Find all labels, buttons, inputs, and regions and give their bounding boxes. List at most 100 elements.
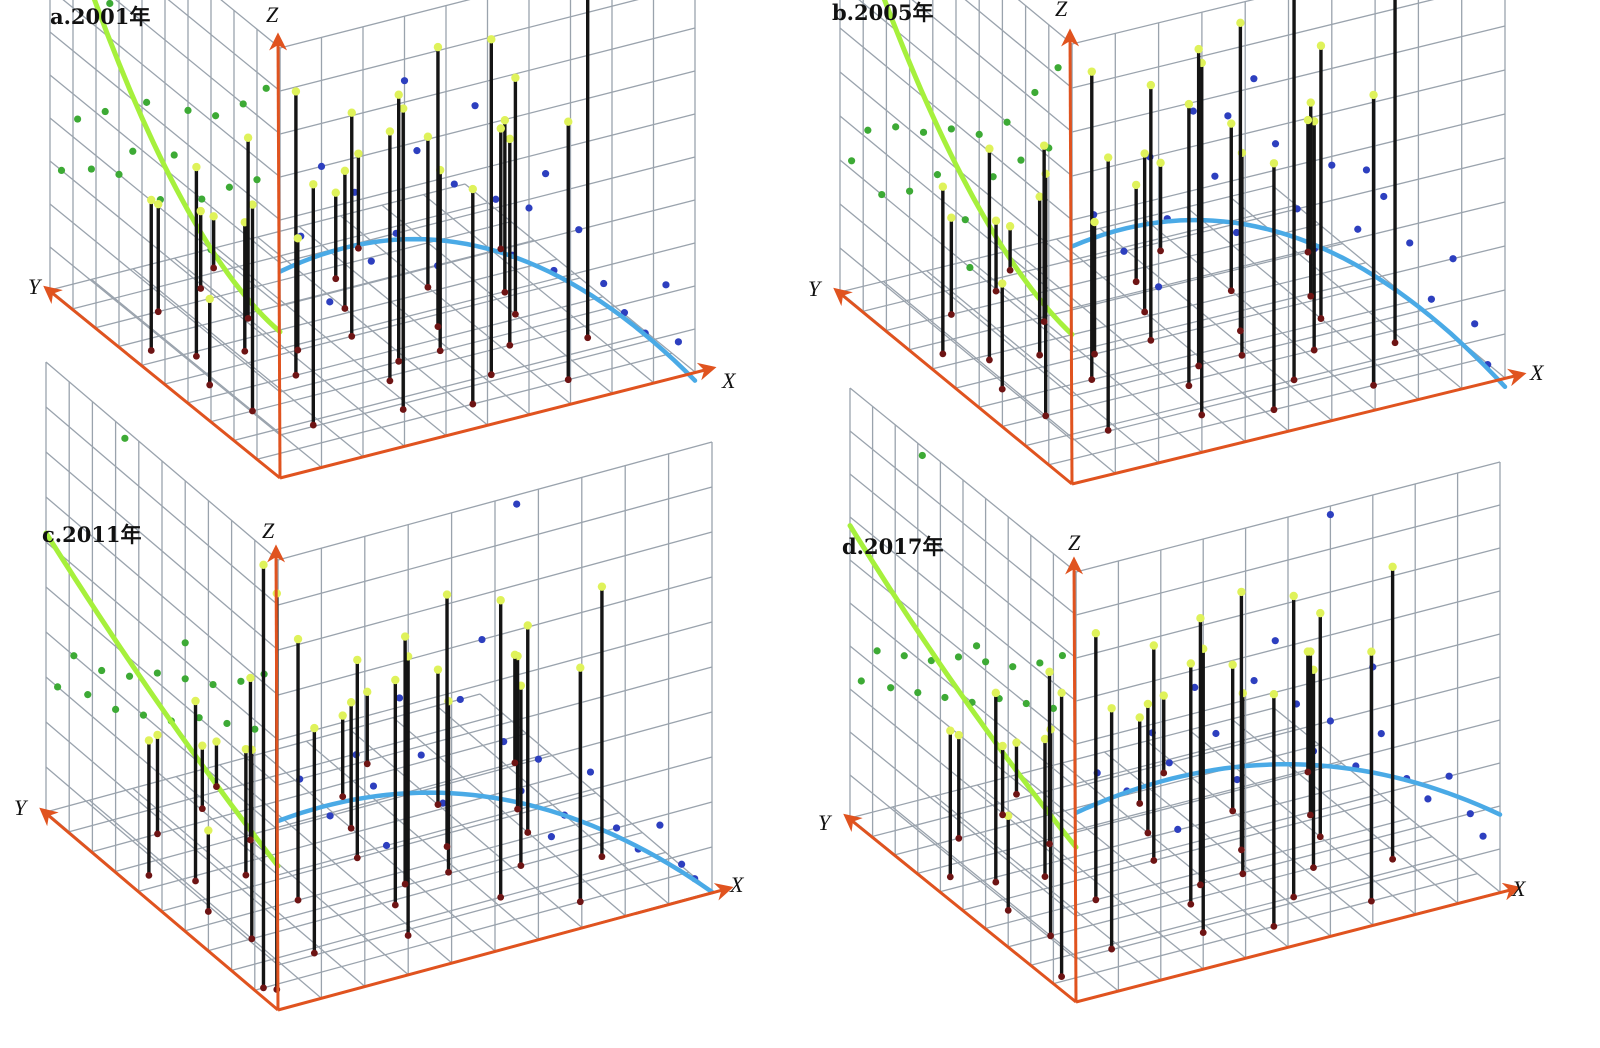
stem-top-point	[1040, 734, 1050, 744]
xz-projection-point	[1233, 776, 1241, 784]
xz-projection-point	[417, 751, 425, 759]
stem-base-point	[1006, 266, 1014, 274]
stem-base-point	[501, 288, 509, 296]
floor-grid-line	[917, 762, 1342, 874]
yz-projection-point	[933, 171, 942, 179]
yz-projection-point	[253, 176, 261, 184]
stem-base-point	[210, 264, 218, 272]
stem-top-point	[147, 195, 156, 205]
xz-wall-grid-line	[277, 531, 713, 651]
stem-base-point	[247, 836, 254, 844]
xz-wall-grid-line	[277, 441, 713, 561]
stem-top-point	[564, 117, 573, 126]
yz-projection-point	[914, 689, 922, 697]
yz-projection-point	[972, 642, 981, 650]
yz-projection-point	[1054, 64, 1062, 72]
panel-c-title: c.2011年	[42, 522, 142, 547]
xz-projection-point	[1471, 320, 1479, 328]
stem-top-point	[1087, 67, 1096, 76]
yz-projection-point	[966, 263, 974, 272]
stem-base-point	[998, 385, 1006, 393]
stem-top-point	[1369, 90, 1378, 100]
panel-b-x-label: X	[1529, 360, 1545, 385]
stem-top-point	[1045, 667, 1054, 677]
stem-base-point	[1307, 811, 1314, 819]
yz-wall-grid-line	[858, 0, 1073, 177]
floor-grid-line	[115, 752, 550, 873]
stem-top-point	[1186, 659, 1196, 668]
floor-grid-line	[1142, 217, 1376, 411]
xz-projection-point	[1326, 717, 1334, 725]
stem-top-point	[241, 744, 251, 754]
stem-base-point	[1199, 929, 1207, 936]
stem-top-point	[1035, 192, 1044, 201]
stem-base-point	[1391, 339, 1399, 347]
xz-projection-point	[413, 147, 421, 155]
stem-top-point	[1306, 98, 1315, 107]
panel-b-z-axis	[1061, 28, 1080, 485]
stem-base-point	[1229, 807, 1237, 815]
xz-projection-point	[525, 204, 533, 212]
yz-trend-curve	[847, 523, 1079, 850]
stem-base-point	[947, 311, 955, 318]
stem-top-point	[204, 826, 213, 835]
yz-projection-point	[74, 115, 82, 123]
stem-top-point	[347, 108, 356, 117]
stem-base-point	[497, 893, 505, 901]
stem-base-point	[1370, 381, 1377, 389]
xz-projection-point	[1449, 255, 1457, 263]
stem-base-point	[1368, 897, 1375, 905]
yz-projection-point	[919, 128, 928, 136]
yz-projection-point	[1036, 659, 1044, 667]
stem-top-point	[1156, 158, 1165, 168]
yz-projection-point	[1009, 663, 1017, 671]
stem-top-point	[1135, 713, 1144, 722]
yz-wall-grid-line	[62, 0, 281, 178]
floor-grid-line	[1188, 729, 1416, 915]
yz-projection-point	[262, 84, 270, 92]
stem-top-point	[1131, 180, 1141, 190]
xz-wall-grid-line	[279, 70, 696, 178]
stem-top-point	[1367, 647, 1376, 656]
xz-projection-point	[317, 162, 326, 170]
stem-top-point	[248, 200, 257, 209]
yz-wall-grid-line	[49, 31, 281, 221]
stem-top-point	[196, 206, 205, 216]
stem-top-point	[597, 582, 607, 591]
stem-base-point	[1316, 833, 1324, 841]
yz-projection-point	[70, 652, 78, 660]
stem-base-point	[363, 760, 371, 768]
yz-projection-point	[848, 157, 856, 165]
xz-projection-point	[326, 812, 334, 820]
stem-top-point	[243, 133, 253, 142]
stem-base-point	[1236, 327, 1244, 335]
yz-wall-grid-line	[849, 516, 1077, 702]
stem-top-point	[154, 200, 163, 209]
yz-wall-grid-line	[167, 0, 281, 92]
stem-top-point	[363, 687, 372, 697]
stem-top-point	[1269, 159, 1279, 168]
yz-projection-point	[143, 98, 151, 106]
stem-top-point	[1140, 149, 1149, 158]
xz-projection-point	[1232, 228, 1241, 237]
stem-top-point	[954, 730, 963, 740]
panel-d-title: d.2017年	[842, 534, 943, 559]
panel-b-x-axis	[1071, 368, 1527, 486]
stem-base-point	[1036, 351, 1044, 359]
xz-projection-point	[1328, 161, 1336, 169]
panel-a-x-label: X	[721, 368, 737, 393]
stem-base-point	[992, 878, 1000, 886]
stem-base-point	[1270, 406, 1278, 414]
xz-projection-point	[395, 694, 404, 702]
stem-base-point	[1041, 873, 1049, 880]
yz-projection-point	[125, 672, 134, 680]
stem-base-point	[1187, 900, 1195, 908]
stem-top-point	[1057, 688, 1066, 698]
panel-d-x-axis	[1075, 882, 1522, 1004]
xz-projection-point	[1211, 172, 1219, 180]
xz-projection-point	[674, 338, 683, 346]
yz-projection-point	[887, 684, 895, 692]
stem-base-point	[469, 400, 477, 408]
stem-base-point	[1160, 769, 1168, 777]
stem-top-point	[433, 665, 443, 674]
